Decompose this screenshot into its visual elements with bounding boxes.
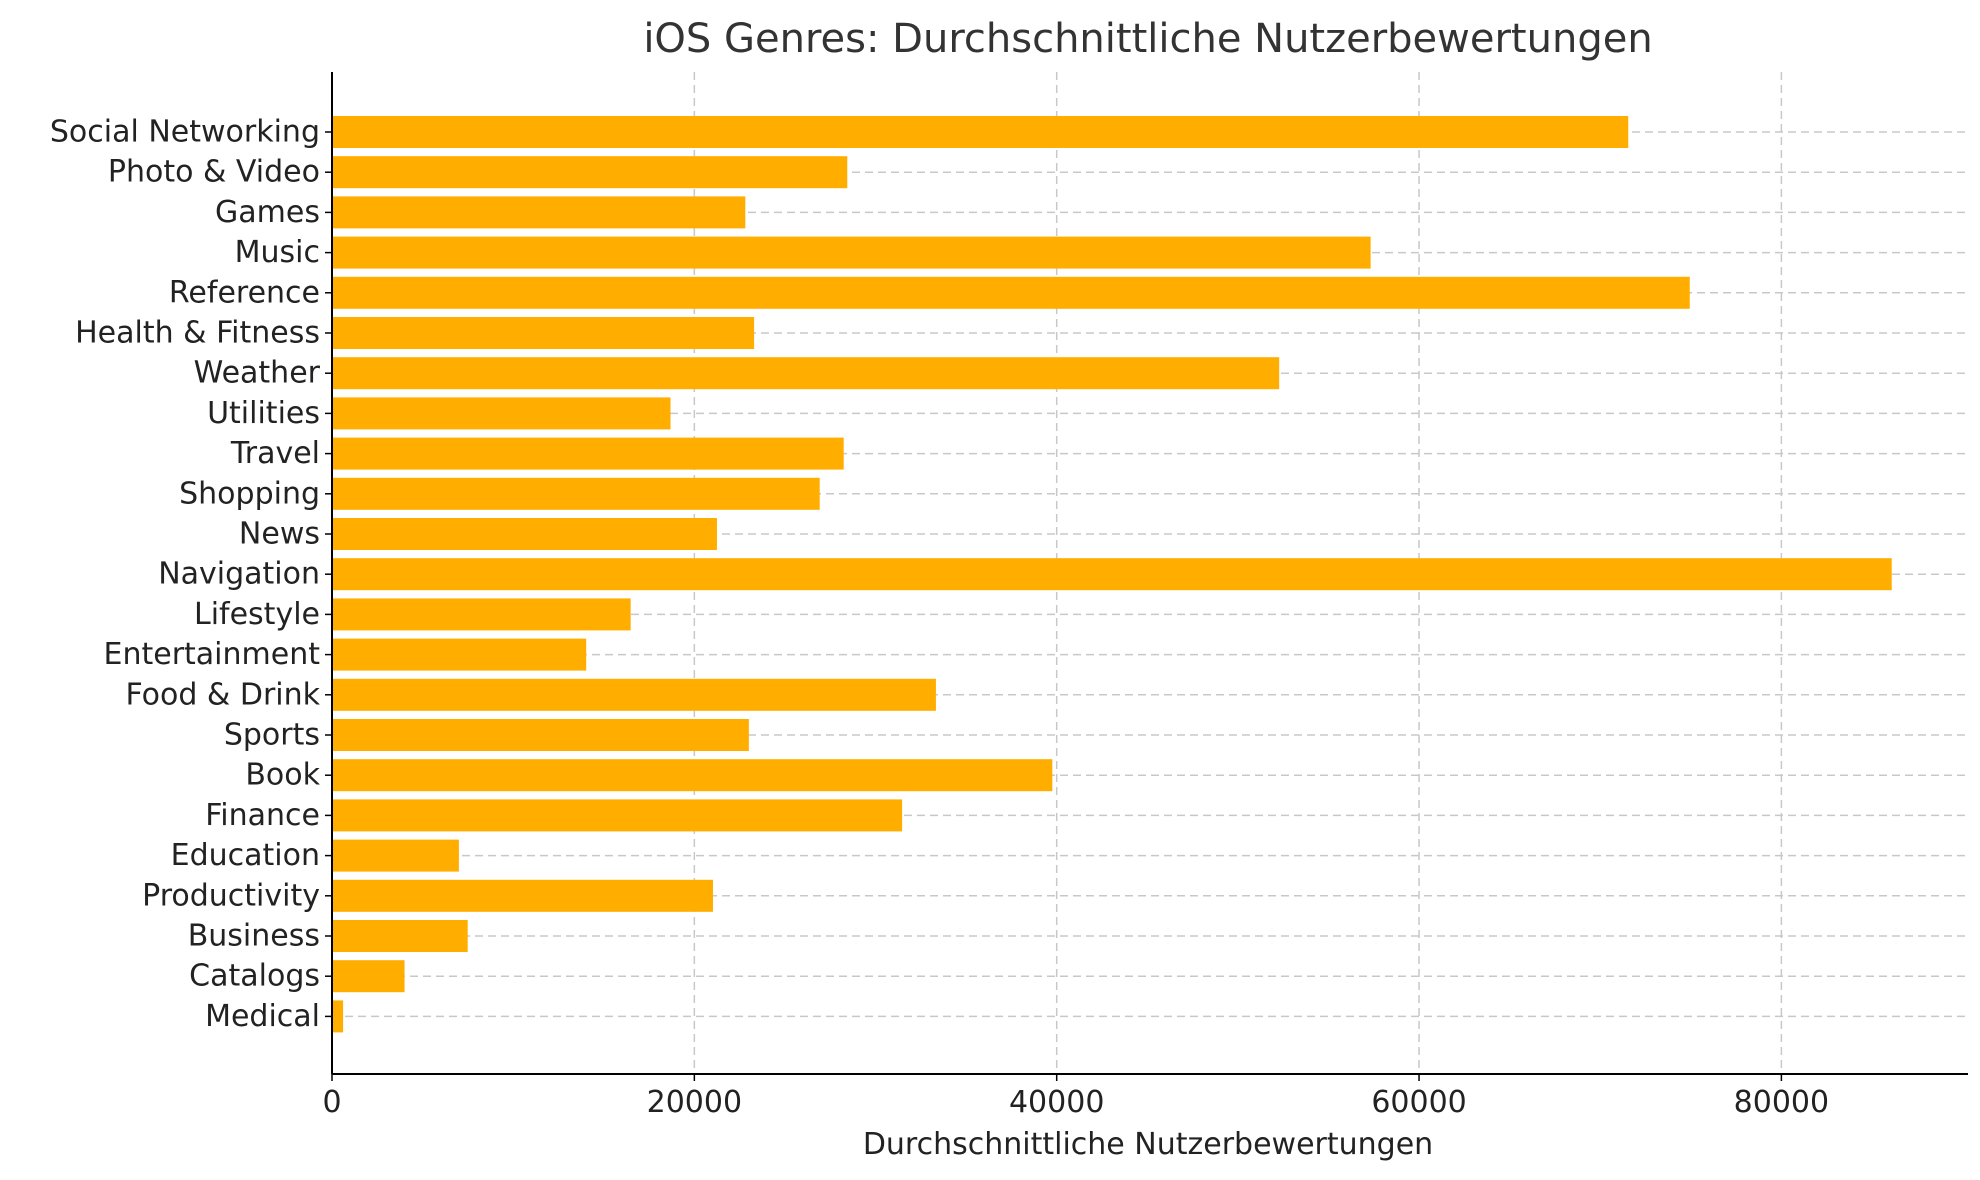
y-tick-label: Music bbox=[235, 235, 320, 270]
x-tick-label: 80000 bbox=[1734, 1085, 1829, 1120]
bar bbox=[332, 920, 468, 952]
y-tick-label: Reference bbox=[169, 275, 320, 310]
y-tick-label: Travel bbox=[230, 436, 320, 471]
bar bbox=[332, 879, 713, 912]
bar bbox=[332, 518, 717, 550]
y-tick-label: Medical bbox=[205, 999, 320, 1034]
bar bbox=[332, 558, 1892, 591]
y-tick-label: Social Networking bbox=[50, 115, 320, 150]
bar bbox=[332, 276, 1690, 309]
bar bbox=[332, 638, 587, 671]
bar bbox=[332, 317, 755, 349]
bar bbox=[332, 477, 820, 510]
y-tick-label: Photo & Video bbox=[108, 155, 320, 190]
bar bbox=[332, 397, 671, 430]
y-tick-label: Food & Drink bbox=[125, 677, 320, 712]
bar bbox=[332, 196, 746, 229]
bar bbox=[332, 839, 459, 872]
bar bbox=[332, 759, 1053, 792]
bar bbox=[332, 116, 1629, 148]
x-tick-label: 0 bbox=[322, 1085, 341, 1120]
bar bbox=[332, 156, 848, 189]
bar bbox=[332, 799, 903, 832]
y-tick-label: Business bbox=[188, 919, 320, 954]
bar bbox=[332, 1000, 344, 1033]
axes: Social Networking Photo & Video Games Music… bbox=[50, 72, 1968, 1120]
bars bbox=[332, 116, 1892, 1033]
bar bbox=[332, 678, 936, 711]
y-tick-label: News bbox=[239, 517, 320, 552]
bar bbox=[332, 719, 749, 751]
y-tick-label: Shopping bbox=[179, 476, 320, 511]
y-tick-label: Sports bbox=[224, 718, 320, 753]
y-tick-label: Entertainment bbox=[104, 637, 321, 672]
bar bbox=[332, 357, 1280, 390]
bar bbox=[332, 236, 1371, 269]
y-tick-label: Productivity bbox=[142, 878, 320, 913]
bar bbox=[332, 437, 844, 470]
y-tick-label: Health & Fitness bbox=[75, 316, 320, 351]
y-tick-label: Education bbox=[171, 838, 320, 873]
y-tick-label: Utilities bbox=[207, 396, 320, 431]
x-tick-label: 40000 bbox=[1009, 1085, 1104, 1120]
x-tick-label: 20000 bbox=[647, 1085, 742, 1120]
y-tick-label: Catalogs bbox=[189, 959, 320, 994]
bar bbox=[332, 598, 631, 631]
y-tick-label: Weather bbox=[194, 356, 321, 391]
y-tick-label: Lifestyle bbox=[194, 597, 320, 632]
bar bbox=[332, 960, 405, 993]
x-axis-label: Durchschnittliche Nutzerbewertungen bbox=[863, 1127, 1433, 1162]
x-tick-label: 60000 bbox=[1371, 1085, 1466, 1120]
y-tick-label: Book bbox=[245, 758, 320, 793]
y-tick-label: Navigation bbox=[158, 557, 320, 592]
y-tick-label: Games bbox=[215, 195, 320, 230]
chart-title: iOS Genres: Durchschnittliche Nutzerbewe… bbox=[643, 16, 1652, 62]
y-tick-label: Finance bbox=[205, 798, 320, 833]
